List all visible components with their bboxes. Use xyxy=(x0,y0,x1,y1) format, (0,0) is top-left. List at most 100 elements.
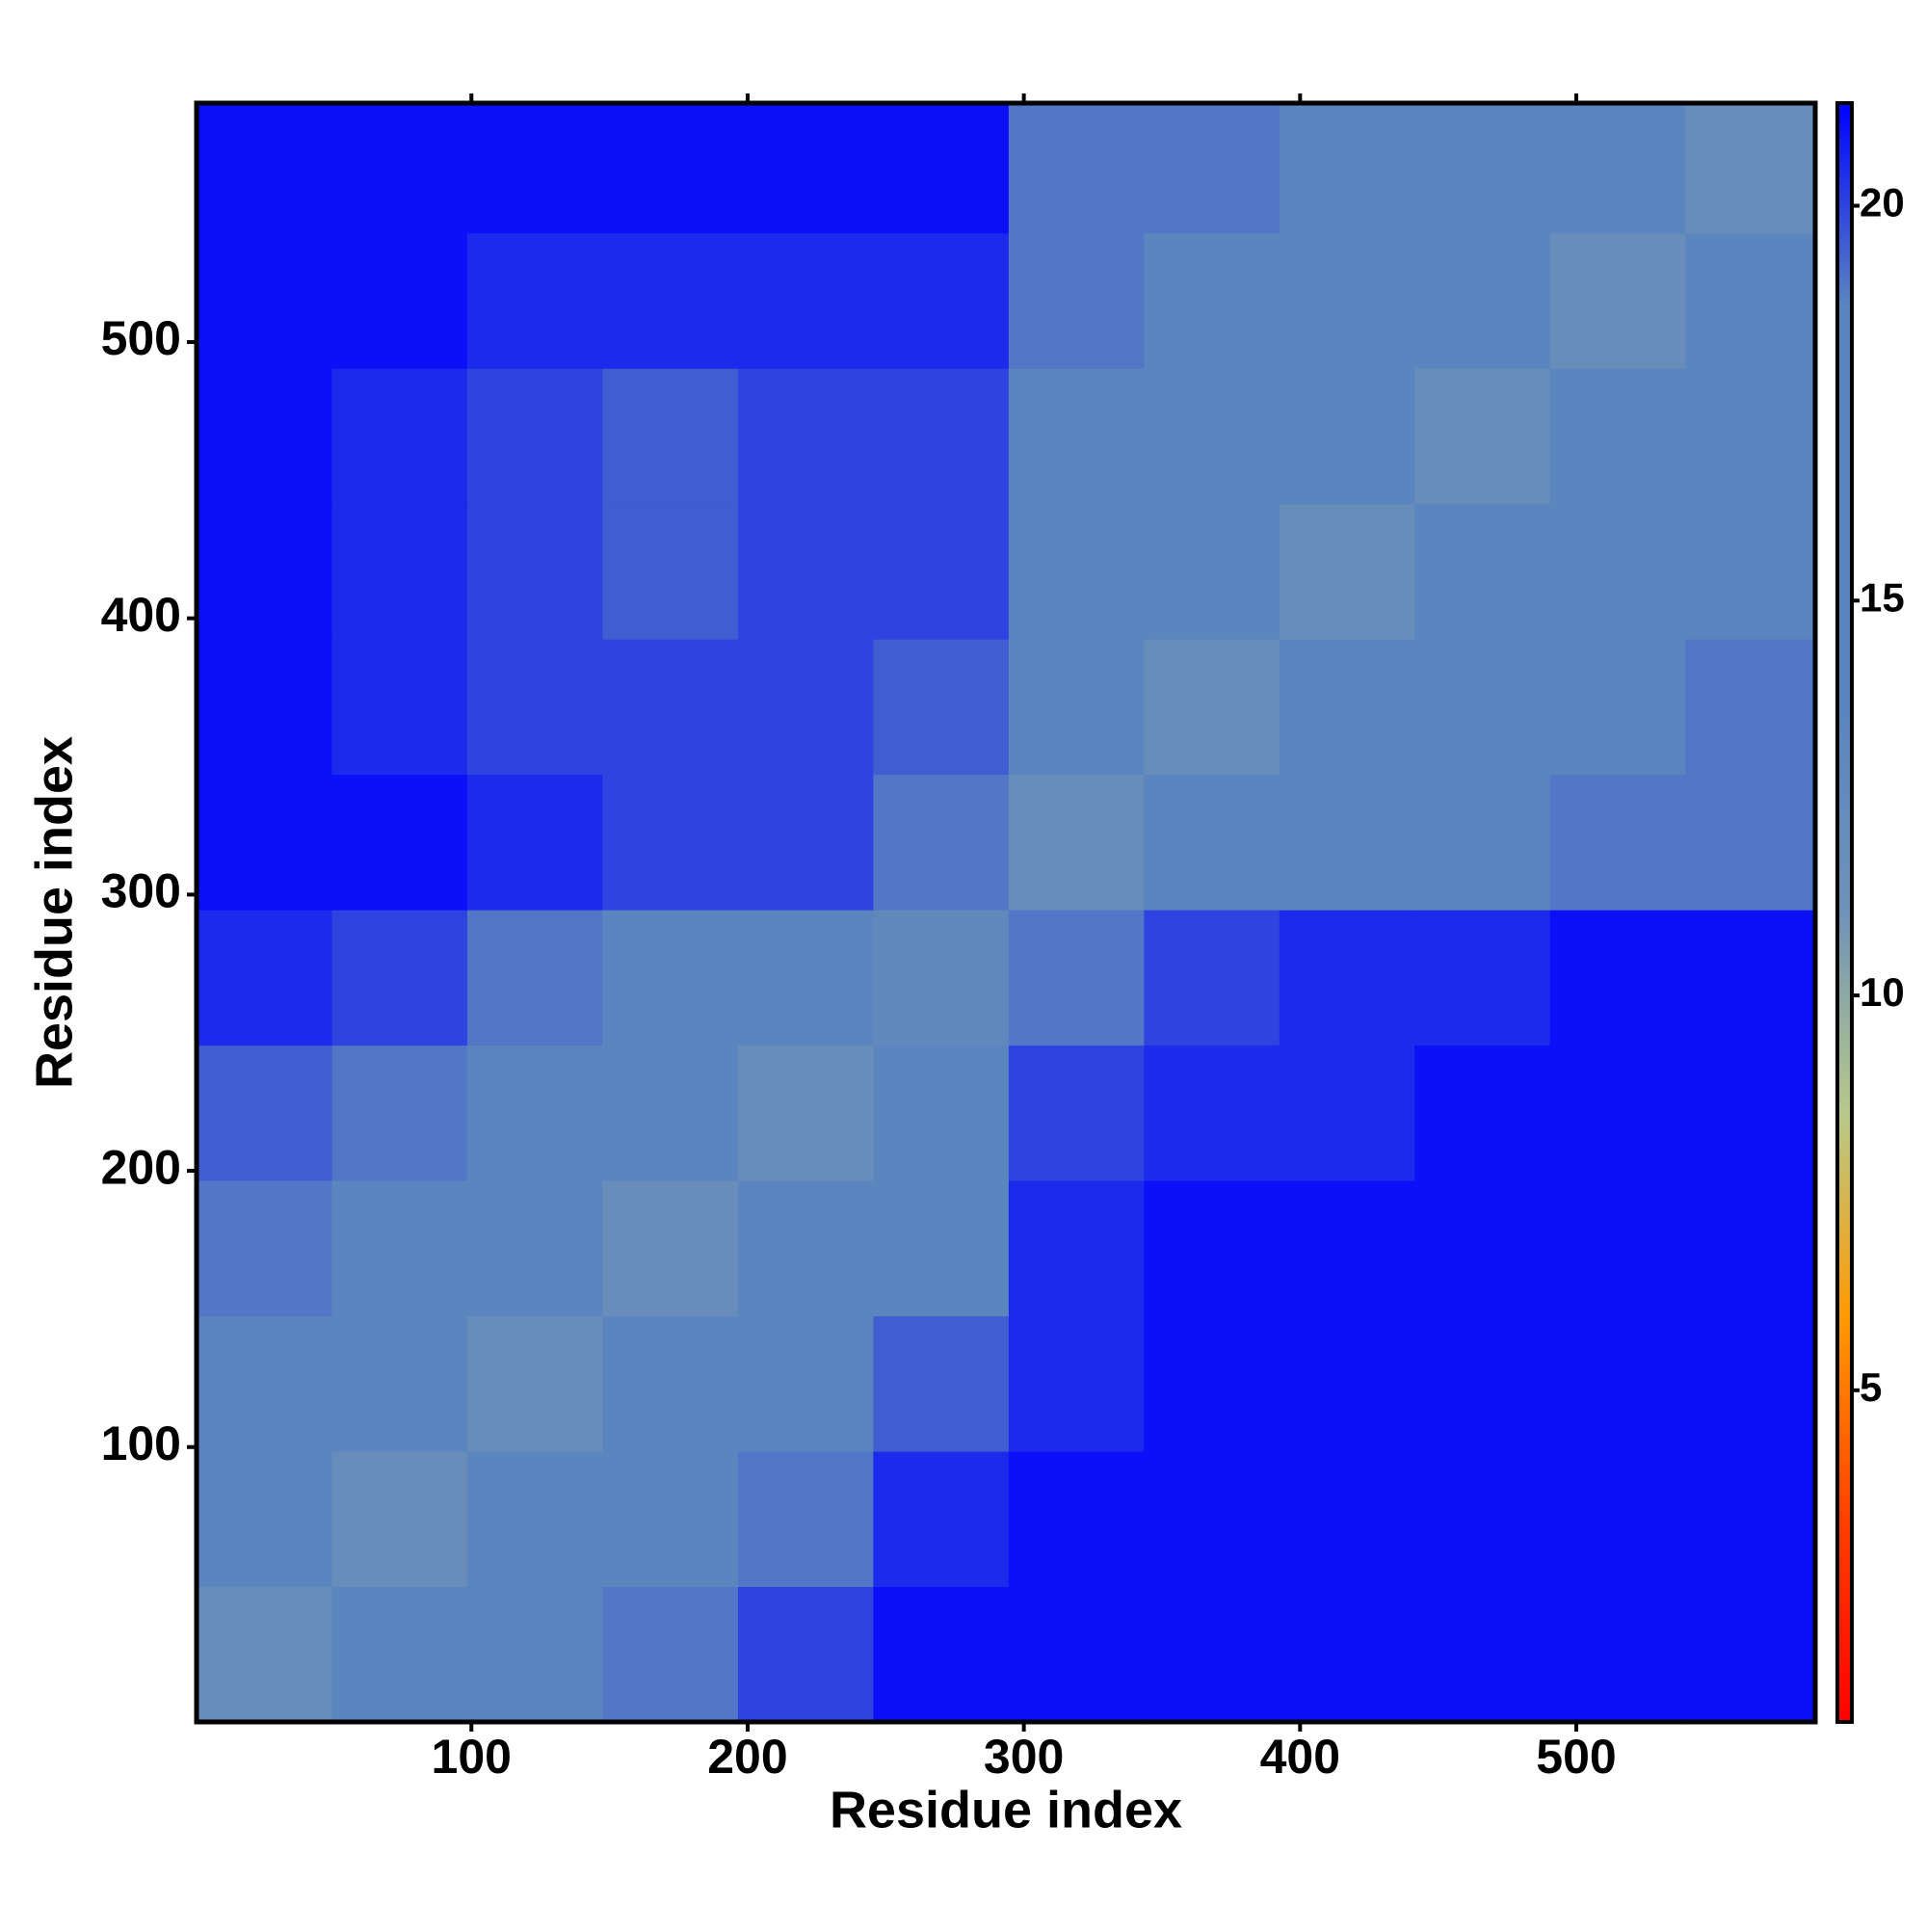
heatmap-cell xyxy=(602,639,739,776)
heatmap-cell xyxy=(873,503,1010,640)
heatmap-cell xyxy=(1279,910,1415,1046)
heatmap-cell xyxy=(197,1315,332,1452)
heatmap-cell xyxy=(1549,1451,1686,1588)
heatmap-cell xyxy=(1144,1315,1280,1452)
heatmap-cell xyxy=(331,232,468,369)
heatmap-cell xyxy=(331,774,468,911)
heatmap-cell xyxy=(1414,1586,1551,1723)
heatmap-cell xyxy=(737,1586,874,1723)
x-tick-label: 100 xyxy=(432,1730,512,1784)
y-tick-label: 400 xyxy=(101,588,181,642)
heatmap-cell xyxy=(1414,910,1551,1046)
heatmap-cell xyxy=(1008,910,1145,1046)
heatmap-cell xyxy=(1279,503,1415,640)
heatmap-cell xyxy=(737,232,874,369)
heatmap-cell xyxy=(737,910,874,1046)
heatmap-cell xyxy=(873,103,1010,234)
heatmap-cell xyxy=(331,1451,468,1588)
y-tick-label: 500 xyxy=(101,311,181,365)
heatmap-cell xyxy=(331,1180,468,1317)
heatmap-cell xyxy=(602,1045,739,1181)
heatmap-cell xyxy=(602,1315,739,1452)
heatmap-cell xyxy=(197,1045,332,1181)
heatmap-cell xyxy=(873,232,1010,369)
heatmap-cell xyxy=(602,103,739,234)
heatmap-cell xyxy=(466,910,603,1046)
heatmap-cell xyxy=(466,368,603,505)
colorbar-tick-label: 20 xyxy=(1860,180,1905,225)
heatmap-cell xyxy=(197,232,332,369)
heatmap-cell xyxy=(331,368,468,505)
heatmap-cell xyxy=(602,910,739,1046)
heatmap-cell xyxy=(1008,368,1145,505)
heatmap-cell xyxy=(602,368,739,505)
heatmap-cell xyxy=(197,368,332,505)
heatmap-cell xyxy=(1549,910,1686,1046)
heatmap-cell xyxy=(1279,103,1415,234)
heatmap-cell xyxy=(1144,639,1280,776)
heatmap-cell xyxy=(1685,1180,1816,1317)
colorbar-tick-label: 10 xyxy=(1860,969,1905,1015)
heatmap-cell xyxy=(1144,503,1280,640)
heatmap-cell xyxy=(1549,1180,1686,1317)
heatmap-cell xyxy=(737,1045,874,1181)
heatmap-cell xyxy=(873,910,1010,1046)
heatmap-cell xyxy=(1144,910,1280,1046)
heatmap-cell xyxy=(466,103,603,234)
heatmap-cell xyxy=(331,910,468,1046)
x-tick-label: 200 xyxy=(707,1730,787,1784)
heatmap-cell xyxy=(1414,774,1551,911)
heatmap-cell xyxy=(197,639,332,776)
plot-frame xyxy=(194,100,1818,1725)
heatmap-cell xyxy=(1008,1180,1145,1317)
x-tick-label: 300 xyxy=(984,1730,1064,1784)
heatmap-cell xyxy=(1414,103,1551,234)
colorbar-tick-label: 15 xyxy=(1860,574,1905,620)
heatmap-cell xyxy=(331,639,468,776)
heatmap-cell xyxy=(1144,1045,1280,1181)
heatmap-cell xyxy=(1279,639,1415,776)
heatmap-cell xyxy=(873,1180,1010,1317)
heatmap-cell xyxy=(1685,1451,1816,1588)
heatmap-cell xyxy=(331,1586,468,1723)
heatmap-cell xyxy=(331,1045,468,1181)
y-axis-title: Residue index xyxy=(25,736,83,1089)
heatmap-cell xyxy=(1144,774,1280,911)
heatmap-cell xyxy=(1549,1315,1686,1452)
heatmap-cell xyxy=(1414,1451,1551,1588)
heatmap-cell xyxy=(1549,774,1686,911)
heatmap-cell xyxy=(873,774,1010,911)
heatmap-cell xyxy=(331,503,468,640)
y-tick-label: 200 xyxy=(101,1140,181,1194)
heatmap-cell xyxy=(1549,232,1686,369)
colorbar xyxy=(1835,101,1854,1724)
heatmap-cell xyxy=(1549,1586,1686,1723)
heatmap-cell xyxy=(737,503,874,640)
heatmap-cell xyxy=(1549,1045,1686,1181)
heatmap-cell xyxy=(1008,1451,1145,1588)
heatmap-cell xyxy=(1144,368,1280,505)
heatmap-cell xyxy=(1144,232,1280,369)
heatmap-cell xyxy=(1685,232,1816,369)
heatmap-cell xyxy=(602,232,739,369)
heatmap-cell xyxy=(1685,1586,1816,1723)
heatmap-cell xyxy=(737,368,874,505)
heatmap-cell xyxy=(466,232,603,369)
heatmap-cell xyxy=(1008,232,1145,369)
heatmap-cell xyxy=(737,103,874,234)
heatmap-cell xyxy=(873,1586,1010,1723)
heatmap-cell xyxy=(873,1045,1010,1181)
heatmap-cell xyxy=(602,1451,739,1588)
heatmap-cell xyxy=(197,910,332,1046)
heatmap-cell xyxy=(466,774,603,911)
heatmap-cell xyxy=(466,1315,603,1452)
heatmap-cell xyxy=(1685,1315,1816,1452)
heatmap-cell xyxy=(1414,368,1551,505)
heatmap-cell xyxy=(1414,1315,1551,1452)
heatmap-cell xyxy=(1685,503,1816,640)
heatmap-cell xyxy=(1008,103,1145,234)
heatmap-cell xyxy=(1279,1586,1415,1723)
heatmap-cell xyxy=(1279,232,1415,369)
heatmap-cell xyxy=(1414,639,1551,776)
